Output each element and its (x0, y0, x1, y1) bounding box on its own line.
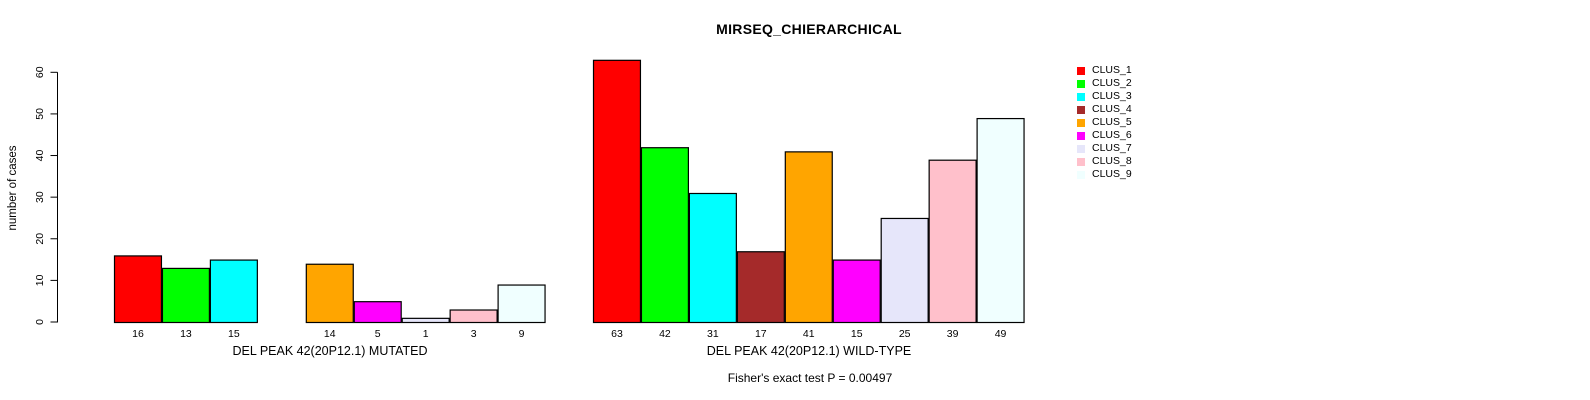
bar-group1-clus_6 (832, 259, 881, 324)
bar-value-label: 5 (375, 328, 381, 340)
bar-value-label: 63 (611, 328, 623, 340)
y-tick-label: 10 (34, 274, 46, 286)
legend-item-clus_6: CLUS_6 (1077, 129, 1132, 142)
bar-group1-clus_2 (640, 147, 690, 324)
bar-value-label: 17 (755, 328, 767, 340)
bar-value-label: 31 (707, 328, 719, 340)
bar-value-label: 16 (132, 328, 144, 340)
bar-value-label: 15 (851, 328, 863, 340)
bar-group1-clus_4 (736, 251, 785, 324)
bar-value-label: 3 (471, 328, 477, 340)
bar-value-label: 9 (519, 328, 525, 340)
bar-group1-clus_5 (784, 151, 833, 324)
y-tick-label: 50 (34, 108, 46, 120)
legend-swatch-icon (1077, 131, 1085, 140)
bar-value-label: 14 (324, 328, 336, 340)
bar-value-label: 41 (803, 328, 815, 340)
bar-group1-clus_7 (880, 217, 929, 324)
bar-group1-clus_3 (688, 192, 737, 324)
legend-swatch-icon (1077, 157, 1085, 166)
fisher-test-annotation: Fisher's exact test P = 0.00497 (727, 371, 893, 385)
bar-value-label: 1 (423, 328, 429, 340)
bar-value-label: 15 (228, 328, 240, 340)
bar-group1-clus_8 (928, 159, 977, 324)
legend-swatch-icon (1077, 79, 1085, 88)
bar-group0-clus_3 (209, 259, 258, 324)
bar-group1-clus_1 (592, 59, 642, 324)
bar-value-label: 13 (180, 328, 192, 340)
bar-group0-clus_1 (113, 255, 163, 324)
legend-label: CLUS_6 (1092, 129, 1132, 141)
legend-label: CLUS_7 (1092, 142, 1132, 154)
y-tick-label: 0 (34, 319, 46, 325)
chart-title: MIRSEQ_CHIERARCHICAL (716, 21, 902, 37)
bar-group0-clus_2 (161, 267, 210, 324)
bar-group1-clus_9 (976, 117, 1025, 324)
legend-swatch-icon (1077, 170, 1085, 179)
bar-value-label: 25 (899, 328, 911, 340)
legend-swatch-icon (1077, 105, 1085, 114)
legend-label: CLUS_9 (1092, 168, 1132, 180)
x-axis-label-wild-type: DEL PEAK 42(20P12.1) WILD-TYPE (706, 344, 912, 358)
legend-item-clus_3: CLUS_3 (1077, 90, 1132, 103)
legend-item-clus_4: CLUS_4 (1077, 103, 1132, 116)
bar-group0-clus_6 (353, 301, 402, 324)
legend-item-clus_9: CLUS_9 (1077, 168, 1132, 181)
bar-group0-clus_8 (449, 309, 498, 324)
legend-item-clus_7: CLUS_7 (1077, 142, 1132, 155)
y-axis-title: number of cases (7, 145, 19, 231)
bar-group0-clus_7 (401, 317, 450, 324)
legend-item-clus_5: CLUS_5 (1077, 116, 1132, 129)
legend-swatch-icon (1077, 118, 1085, 127)
bar-value-label: 49 (995, 328, 1007, 340)
legend-label: CLUS_2 (1092, 77, 1132, 89)
y-tick-label: 20 (34, 233, 46, 245)
legend-item-clus_2: CLUS_2 (1077, 77, 1132, 90)
legend-swatch-icon (1077, 144, 1085, 153)
legend-label: CLUS_3 (1092, 90, 1132, 102)
x-axis-label-mutated: DEL PEAK 42(20P12.1) MUTATED (232, 344, 428, 358)
legend-item-clus_8: CLUS_8 (1077, 155, 1132, 168)
y-tick-label: 30 (34, 191, 46, 203)
legend-label: CLUS_5 (1092, 116, 1132, 128)
bar-value-label: 42 (659, 328, 671, 340)
legend: CLUS_1 CLUS_2 CLUS_3 CLUS_4 CLUS_5 CLUS_6 CLUS… (1077, 64, 1132, 181)
y-tick-label: 40 (34, 150, 46, 162)
legend-label: CLUS_1 (1092, 64, 1132, 76)
legend-label: CLUS_8 (1092, 155, 1132, 167)
bar-group0-clus_5 (305, 263, 354, 324)
legend-swatch-icon (1077, 92, 1085, 101)
legend-label: CLUS_4 (1092, 103, 1132, 115)
y-tick-label: 60 (34, 66, 46, 78)
legend-item-clus_1: CLUS_1 (1077, 64, 1132, 77)
bar-value-label: 39 (947, 328, 959, 340)
legend-swatch-icon (1077, 66, 1085, 75)
bar-group0-clus_9 (497, 284, 546, 324)
